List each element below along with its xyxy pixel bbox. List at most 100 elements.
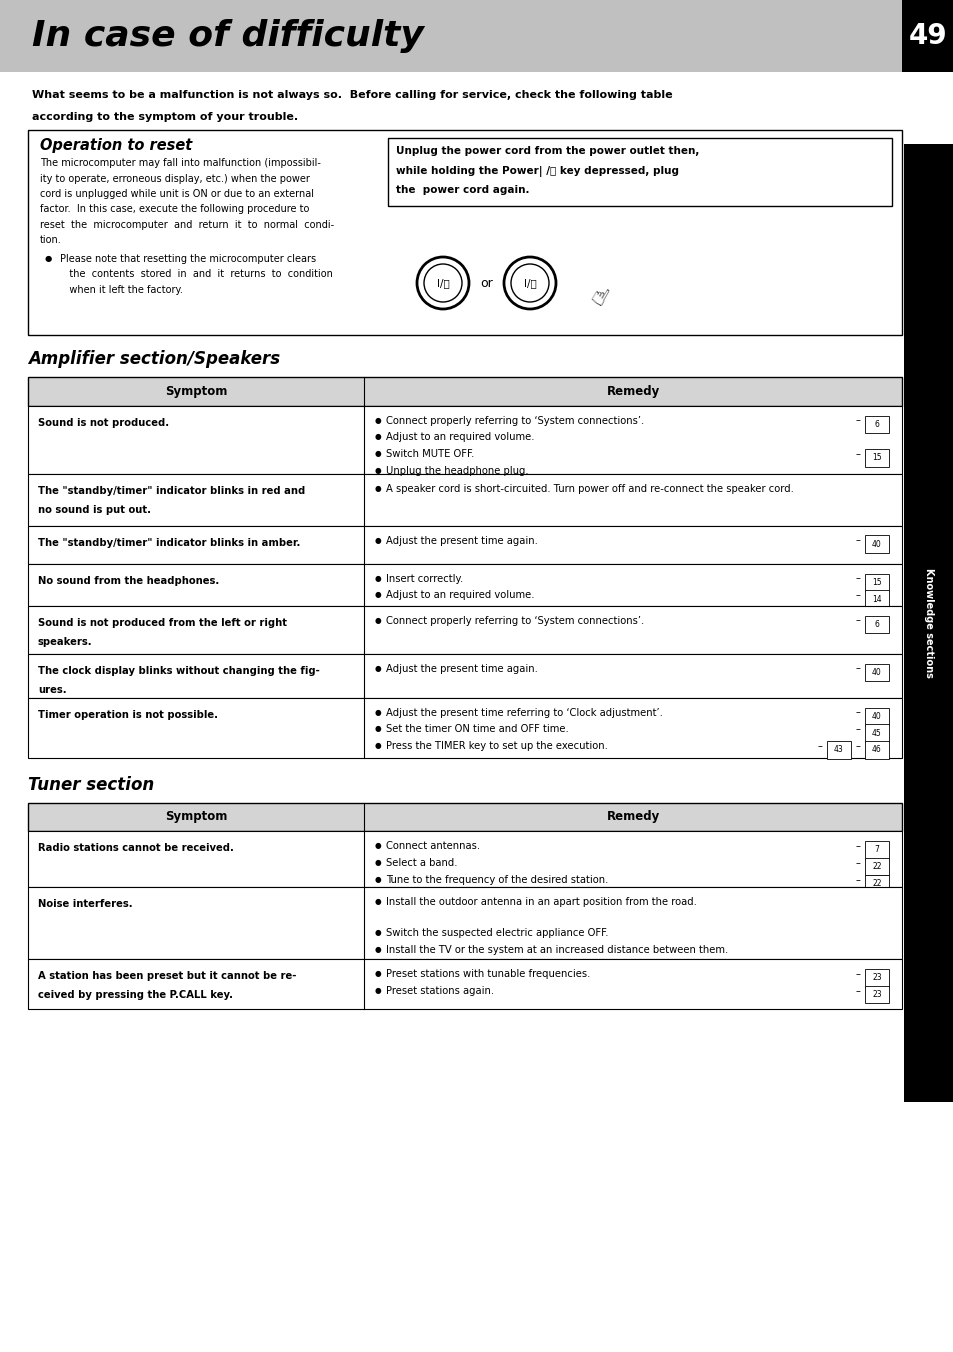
FancyBboxPatch shape <box>28 653 901 698</box>
Text: 7: 7 <box>874 845 879 854</box>
FancyBboxPatch shape <box>28 959 901 1009</box>
FancyBboxPatch shape <box>903 72 953 1352</box>
Text: ●: ● <box>375 986 380 995</box>
Text: ity to operate, erroneous display, etc.) when the power: ity to operate, erroneous display, etc.)… <box>40 173 310 184</box>
FancyBboxPatch shape <box>28 606 901 653</box>
Text: tion.: tion. <box>40 235 62 246</box>
FancyBboxPatch shape <box>28 887 901 959</box>
Text: –: – <box>855 449 860 460</box>
FancyBboxPatch shape <box>864 449 888 466</box>
Text: ●: ● <box>375 841 380 850</box>
Text: ●: ● <box>375 664 380 672</box>
Text: Tune to the frequency of the desired station.: Tune to the frequency of the desired sta… <box>386 875 608 884</box>
Text: ●: ● <box>375 449 380 458</box>
Text: Radio stations cannot be received.: Radio stations cannot be received. <box>38 844 233 853</box>
Text: Symptom: Symptom <box>165 810 227 823</box>
Text: ●: ● <box>375 725 380 733</box>
Text: ●: ● <box>375 573 380 583</box>
Text: ●: ● <box>375 929 380 937</box>
FancyBboxPatch shape <box>826 741 850 758</box>
Text: Adjust the present time again.: Adjust the present time again. <box>386 664 537 673</box>
Text: Select a band.: Select a band. <box>386 857 457 868</box>
FancyBboxPatch shape <box>864 664 888 681</box>
Text: Preset stations again.: Preset stations again. <box>386 986 494 996</box>
Text: Connect properly referring to ‘System connections’.: Connect properly referring to ‘System co… <box>386 615 644 626</box>
Text: –: – <box>855 615 860 626</box>
Text: Preset stations with tunable frequencies.: Preset stations with tunable frequencies… <box>386 969 590 979</box>
Text: –: – <box>855 725 860 734</box>
FancyBboxPatch shape <box>28 803 901 831</box>
FancyBboxPatch shape <box>864 875 888 892</box>
Text: Sound is not produced.: Sound is not produced. <box>38 418 169 427</box>
Text: ●: ● <box>375 707 380 717</box>
Text: 6: 6 <box>874 419 879 429</box>
Text: ●: ● <box>375 484 380 492</box>
Text: Switch MUTE OFF.: Switch MUTE OFF. <box>386 449 475 460</box>
Text: –: – <box>855 707 860 718</box>
Text: ●: ● <box>375 415 380 425</box>
Text: ●: ● <box>375 591 380 599</box>
FancyBboxPatch shape <box>864 615 888 633</box>
Text: Insert correctly.: Insert correctly. <box>386 573 463 584</box>
Text: –: – <box>855 535 860 545</box>
FancyBboxPatch shape <box>864 573 888 591</box>
Text: A speaker cord is short-circuited. Turn power off and re-connect the speaker cor: A speaker cord is short-circuited. Turn … <box>386 484 794 493</box>
Text: factor.  In this case, execute the following procedure to: factor. In this case, execute the follow… <box>40 204 309 215</box>
Text: Unplug the power cord from the power outlet then,: Unplug the power cord from the power out… <box>395 146 699 155</box>
Text: Amplifier section/Speakers: Amplifier section/Speakers <box>28 350 280 368</box>
Text: 43: 43 <box>833 745 843 754</box>
Text: 23: 23 <box>871 990 881 999</box>
Text: 14: 14 <box>871 595 881 603</box>
Text: Set the timer ON time and OFF time.: Set the timer ON time and OFF time. <box>386 725 569 734</box>
Text: What seems to be a malfunction is not always so.  Before calling for service, ch: What seems to be a malfunction is not al… <box>32 91 672 100</box>
FancyBboxPatch shape <box>864 857 888 875</box>
Text: ceived by pressing the P.CALL key.: ceived by pressing the P.CALL key. <box>38 990 233 1000</box>
Text: Press the TIMER key to set up the execution.: Press the TIMER key to set up the execut… <box>386 741 608 752</box>
Text: ●: ● <box>375 615 380 625</box>
Text: –: – <box>855 591 860 600</box>
FancyBboxPatch shape <box>901 0 953 72</box>
FancyBboxPatch shape <box>28 406 901 473</box>
Text: the  power cord again.: the power cord again. <box>395 185 529 195</box>
Text: In case of difficulty: In case of difficulty <box>32 19 423 53</box>
Text: ●: ● <box>375 466 380 475</box>
Text: Install the TV or the system at an increased distance between them.: Install the TV or the system at an incre… <box>386 945 728 955</box>
Text: –: – <box>817 741 822 752</box>
Text: ●: ● <box>375 896 380 906</box>
Text: Switch the suspected electric appliance OFF.: Switch the suspected electric appliance … <box>386 929 608 938</box>
Text: ●: ● <box>375 433 380 441</box>
FancyBboxPatch shape <box>864 969 888 987</box>
FancyBboxPatch shape <box>864 986 888 1003</box>
Text: Install the outdoor antenna in an apart position from the road.: Install the outdoor antenna in an apart … <box>386 896 697 907</box>
FancyBboxPatch shape <box>28 377 901 406</box>
Text: no sound is put out.: no sound is put out. <box>38 504 151 515</box>
Text: the  contents  stored  in  and  it  returns  to  condition: the contents stored in and it returns to… <box>60 269 333 280</box>
Text: 46: 46 <box>871 745 881 754</box>
Text: A station has been preset but it cannot be re-: A station has been preset but it cannot … <box>38 971 296 982</box>
Text: ☝: ☝ <box>585 284 610 312</box>
Text: 15: 15 <box>871 453 881 462</box>
Text: while holding the Power| /⏽ key depressed, plug: while holding the Power| /⏽ key depresse… <box>395 165 679 177</box>
Text: –: – <box>855 573 860 584</box>
FancyBboxPatch shape <box>864 725 888 742</box>
Text: 40: 40 <box>871 668 881 677</box>
FancyBboxPatch shape <box>864 415 888 433</box>
Text: Operation to reset: Operation to reset <box>40 138 193 153</box>
Text: reset  the  microcomputer  and  return  it  to  normal  condi-: reset the microcomputer and return it to… <box>40 220 334 230</box>
Text: –: – <box>855 857 860 868</box>
Text: Timer operation is not possible.: Timer operation is not possible. <box>38 710 218 719</box>
Text: 49: 49 <box>908 22 946 50</box>
Text: when it left the factory.: when it left the factory. <box>60 285 183 295</box>
Text: Adjust to an required volume.: Adjust to an required volume. <box>386 591 535 600</box>
Text: –: – <box>855 969 860 979</box>
Text: 22: 22 <box>871 863 881 871</box>
Text: 22: 22 <box>871 879 881 888</box>
Text: –: – <box>855 841 860 850</box>
FancyBboxPatch shape <box>864 591 888 608</box>
Text: I/⏽: I/⏽ <box>436 279 449 288</box>
Text: ●: ● <box>375 857 380 867</box>
Text: Sound is not produced from the left or right: Sound is not produced from the left or r… <box>38 618 287 627</box>
FancyBboxPatch shape <box>864 535 888 553</box>
Text: ●: ● <box>375 741 380 750</box>
Text: Unplug the headphone plug.: Unplug the headphone plug. <box>386 466 529 476</box>
